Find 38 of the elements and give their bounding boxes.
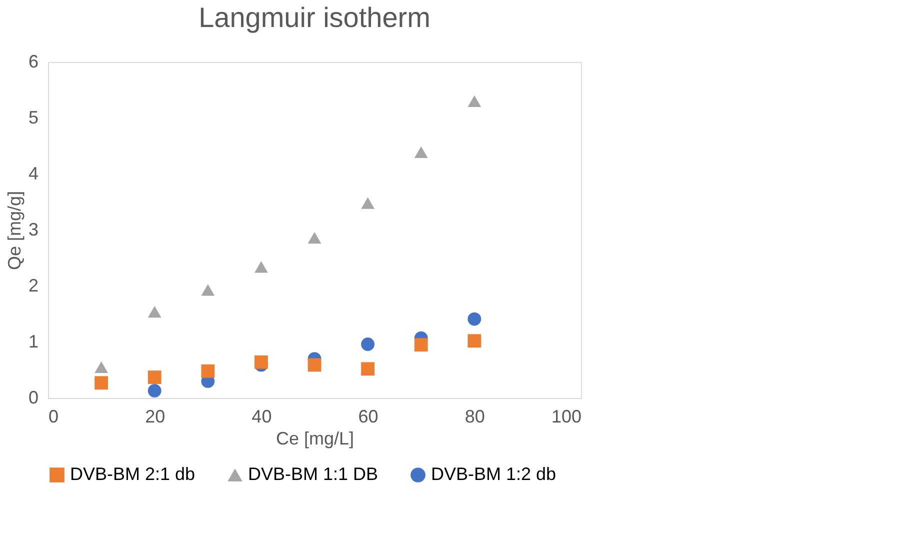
point <box>468 312 482 326</box>
point <box>148 306 162 318</box>
y-tick-label: 3 <box>28 220 38 240</box>
point <box>148 384 162 398</box>
point <box>468 95 482 108</box>
y-tick-label: 5 <box>28 108 38 128</box>
x-tick-label: 60 <box>358 406 378 426</box>
point <box>308 358 322 372</box>
legend-label: DVB-BM 1:2 db <box>431 464 556 484</box>
legend-label: DVB-BM 1:1 DB <box>248 464 378 484</box>
y-tick-label: 0 <box>28 388 38 408</box>
y-tick-label: 6 <box>28 52 38 72</box>
x-tick-label: 0 <box>48 406 59 426</box>
point <box>414 338 428 352</box>
point <box>468 334 482 348</box>
point <box>201 284 215 296</box>
chart-title: Langmuir isotherm <box>198 2 430 33</box>
y-axis-title: Qe [mg/g] <box>4 190 24 270</box>
point <box>94 376 108 390</box>
x-tick-label: 100 <box>551 406 582 426</box>
point <box>361 338 375 351</box>
y-tick-label: 4 <box>28 164 38 184</box>
point <box>361 362 375 376</box>
x-axis-title: Ce [mg/L] <box>276 428 354 448</box>
point <box>254 355 268 369</box>
x-tick-label: 20 <box>145 406 166 426</box>
y-tick-label: 1 <box>28 332 38 352</box>
point <box>148 370 162 384</box>
point <box>414 146 428 158</box>
point <box>254 261 268 273</box>
y-tick-label: 2 <box>28 276 38 296</box>
point <box>201 364 215 378</box>
point <box>94 361 108 374</box>
legend-label: DVB-BM 2:1 db <box>70 464 196 484</box>
point <box>361 197 375 209</box>
x-tick-label: 80 <box>464 406 485 426</box>
x-tick-label: 40 <box>252 406 272 426</box>
point <box>308 232 322 244</box>
